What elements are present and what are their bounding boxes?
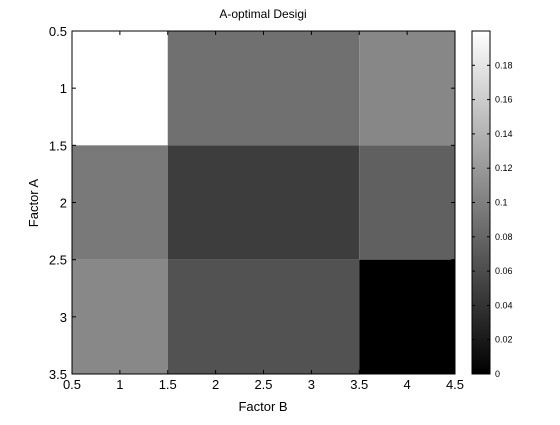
- heatmap-cell-r2-c3: [359, 145, 455, 260]
- colorbar-tick-label: 0.06: [495, 266, 513, 276]
- y-tick-label: 0.5: [49, 24, 67, 39]
- colorbar-tick-label: 0.18: [495, 60, 513, 70]
- heatmap-cell-r3-c1: [72, 259, 168, 374]
- x-tick-label: 2: [212, 377, 219, 392]
- x-tick-label: 4: [404, 377, 411, 392]
- heatmap-cell-r3-c2: [167, 259, 360, 374]
- heatmap-cell-r2-c1: [72, 145, 168, 260]
- x-tick-label: 2.5: [254, 377, 272, 392]
- x-axis-ticks: 0.5 1 1.5 2 2.5 3 3.5 4 4.5: [63, 31, 464, 392]
- y-tick-label: 3.5: [49, 367, 67, 382]
- x-tick-label: 3.5: [350, 377, 368, 392]
- heatmap-cell-r1-c1: [72, 31, 168, 146]
- colorbar-tick-label: 0.1: [495, 198, 508, 208]
- y-tick-label: 2: [60, 196, 67, 211]
- y-tick-label: 2.5: [49, 253, 67, 268]
- x-axis-label: Factor B: [238, 399, 287, 414]
- heatmap-cells: [72, 31, 455, 374]
- heatmap-cell-r3-c3: [359, 259, 455, 374]
- colorbar-tick-label: 0.14: [495, 129, 513, 139]
- colorbar-tick-label: 0: [495, 369, 500, 379]
- x-tick-label: 4.5: [446, 377, 464, 392]
- y-tick-label: 3: [60, 310, 67, 325]
- y-tick-label: 1.5: [49, 138, 67, 153]
- heatmap-cell-r2-c2: [167, 145, 360, 260]
- colorbar-tick-label: 0.02: [495, 335, 513, 345]
- x-tick-label: 3: [308, 377, 315, 392]
- colorbar-tick-label: 0.12: [495, 163, 513, 173]
- x-tick-label: 1.5: [159, 377, 177, 392]
- x-tick-label: 1: [116, 377, 123, 392]
- heatmap-cell-r1-c2: [167, 31, 360, 146]
- chart-title: A-optimal Desigi: [219, 7, 306, 21]
- colorbar-tick-label: 0.08: [495, 232, 513, 242]
- y-axis-label: Factor A: [26, 178, 41, 227]
- colorbar-ticks: 0 0.02 0.04 0.06 0.08 0.1 0.12 0.14 0.16 0.18: [472, 60, 513, 379]
- colorbar-tick-label: 0.16: [495, 95, 513, 105]
- y-axis-ticks: 0.5 1 1.5 2 2.5 3 3.5: [49, 24, 455, 382]
- y-tick-label: 1: [60, 81, 67, 96]
- colorbar-tick-label: 0.04: [495, 300, 513, 310]
- heatmap-cell-r1-c3: [359, 31, 455, 146]
- x-tick-label: 0.5: [63, 377, 81, 392]
